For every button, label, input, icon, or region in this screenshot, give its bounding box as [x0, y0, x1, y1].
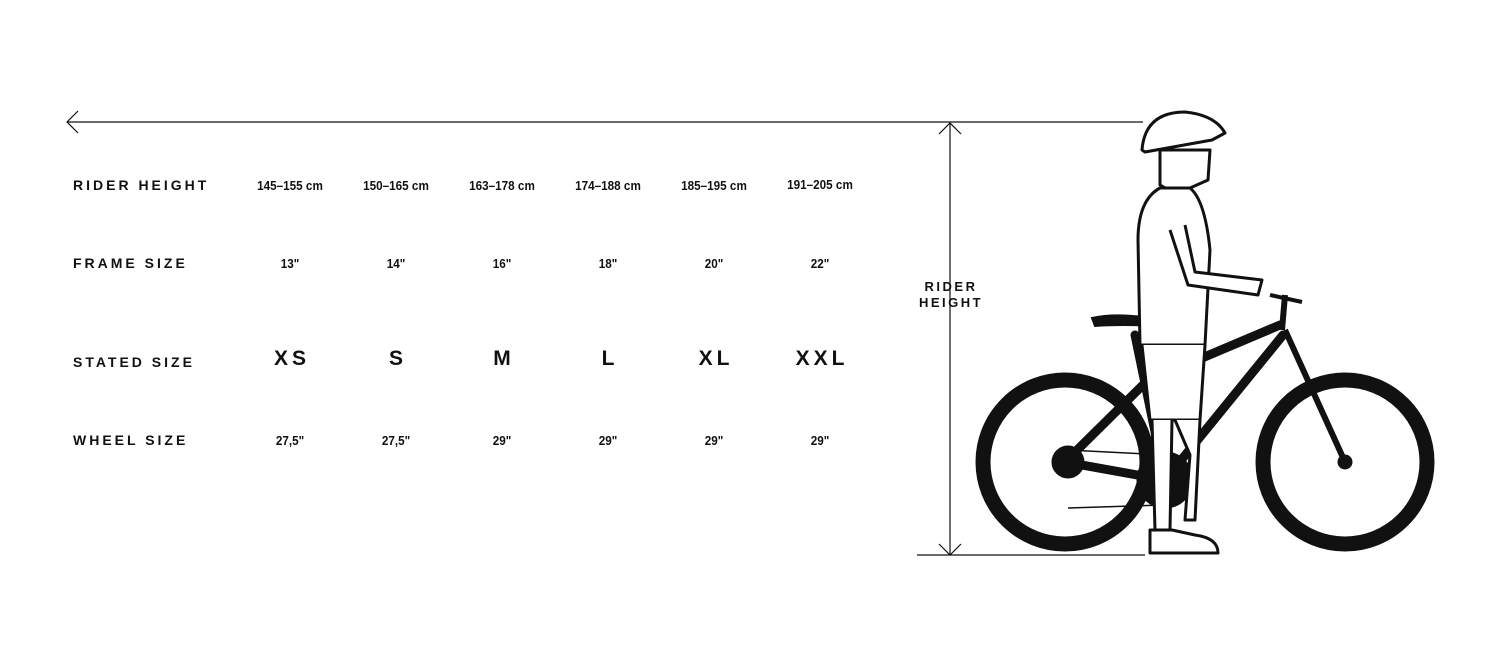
- rider-height-cell: 163–178 cm: [469, 178, 535, 193]
- frame-size-cell: 14": [386, 256, 406, 271]
- stated-size-cell: XXL: [795, 347, 849, 370]
- frame-size-cell: 18": [598, 256, 618, 271]
- rider-height-label-line1: RIDER: [924, 279, 978, 294]
- stated-size-cell: XS: [273, 347, 310, 370]
- frame-size-cell: 22": [810, 256, 830, 271]
- stated-size-cell: XL: [698, 347, 734, 370]
- rider-icon: [1136, 110, 1264, 555]
- row-label-wheel-size: WHEEL SIZE: [73, 432, 189, 448]
- frame-size-cell: 20": [704, 256, 724, 271]
- rider-height-label: RIDER HEIGHT: [900, 279, 1002, 311]
- arrow-left-icon: [66, 110, 79, 134]
- row-label-frame-size: FRAME SIZE: [73, 255, 188, 271]
- frame-size-cell: 13": [280, 256, 300, 271]
- wheel-size-cell: 29": [704, 433, 724, 448]
- wheel-size-cell: 29": [810, 433, 830, 448]
- rider-height-cell: 191–205 cm: [787, 177, 853, 192]
- arrow-up-icon: [938, 122, 962, 135]
- rider-height-label-line2: HEIGHT: [918, 295, 984, 310]
- stated-size-cell: S: [388, 347, 407, 370]
- row-label-rider-height: RIDER HEIGHT: [73, 177, 210, 193]
- wheel-size-cell: 29": [492, 433, 512, 448]
- rider-height-cell: 174–188 cm: [575, 178, 641, 193]
- rider-height-cell: 145–155 cm: [257, 178, 323, 193]
- stated-size-cell: L: [601, 347, 619, 370]
- wheel-size-cell: 27,5": [275, 433, 305, 448]
- rider-height-cell: 150–165 cm: [363, 178, 429, 193]
- wheel-size-cell: 27,5": [381, 433, 411, 448]
- frame-size-cell: 16": [492, 256, 512, 271]
- stated-size-cell: M: [493, 347, 515, 370]
- row-label-stated-size: STATED SIZE: [73, 354, 195, 370]
- wheel-size-cell: 29": [598, 433, 618, 448]
- rider-height-cell: 185–195 cm: [681, 178, 747, 193]
